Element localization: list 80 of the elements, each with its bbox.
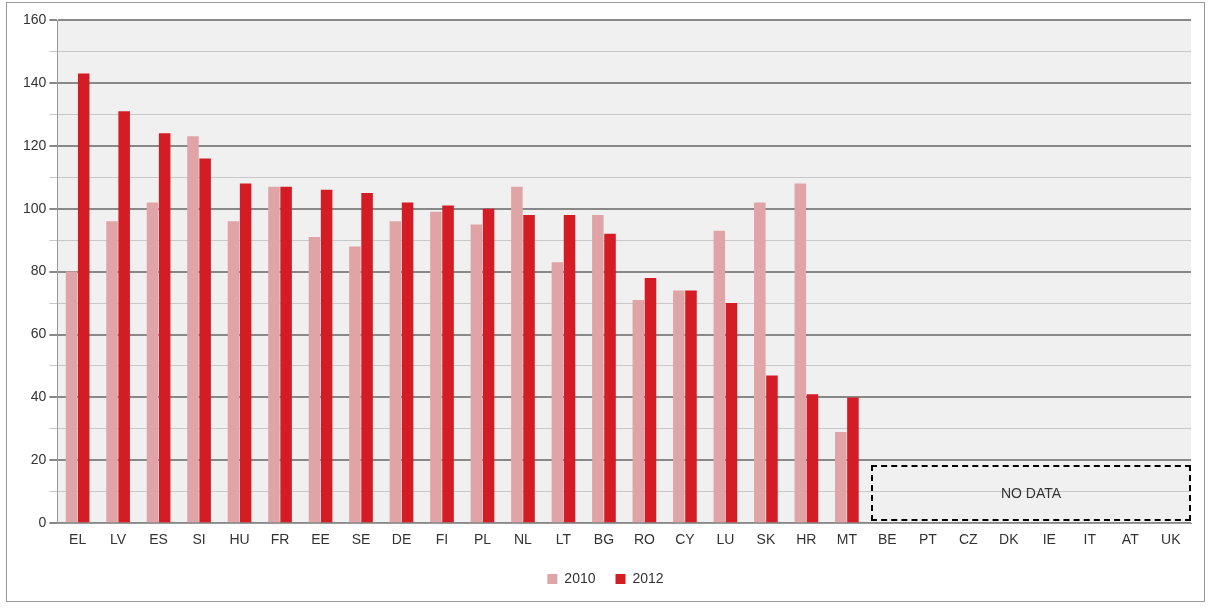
bar	[632, 299, 645, 523]
x-tick-label: PT	[918, 531, 938, 548]
bar	[106, 221, 118, 523]
bar	[349, 246, 361, 523]
x-tick-label: NL	[514, 531, 533, 548]
x-tick-label: LV	[110, 531, 127, 548]
bar	[523, 214, 535, 523]
bar	[227, 221, 240, 523]
x-tick-label: LT	[555, 531, 572, 548]
y-tick-label: 80	[30, 262, 47, 279]
bar	[835, 432, 847, 523]
x-tick-label: CZ	[958, 531, 979, 548]
y-tick-label: 20	[30, 451, 47, 468]
legend-label: 2010	[564, 569, 596, 586]
bar	[754, 202, 766, 523]
bar	[187, 136, 199, 523]
bar	[118, 111, 130, 523]
y-tick-label: 120	[23, 136, 47, 153]
x-tick-label: SE	[351, 531, 371, 548]
bar	[158, 133, 171, 523]
x-tick-label: FR	[270, 531, 290, 548]
legend-label: 2012	[632, 569, 664, 586]
y-tick-label: 100	[23, 199, 47, 216]
bar	[713, 230, 726, 523]
bar	[482, 208, 495, 523]
bar	[280, 186, 292, 523]
x-tick-label: BG	[593, 531, 615, 548]
bar	[806, 394, 819, 523]
x-tick-label: LU	[716, 531, 735, 548]
bar	[470, 224, 483, 523]
x-tick-label: IE	[1042, 531, 1056, 548]
x-tick-label: EL	[69, 531, 87, 548]
x-tick-label: PL	[473, 531, 492, 548]
x-tick-label: BE	[878, 531, 897, 548]
bar	[847, 397, 859, 523]
x-tick-label: SI	[192, 531, 206, 548]
x-tick-label: AT	[1121, 531, 1140, 548]
bar	[239, 183, 252, 523]
bar	[65, 271, 78, 523]
bar	[592, 214, 604, 523]
bar	[389, 221, 402, 523]
bar	[725, 303, 738, 523]
y-tick-label: 40	[30, 388, 47, 405]
bar	[673, 290, 685, 523]
x-tick-label: HR	[796, 531, 817, 548]
bar	[604, 233, 616, 523]
bar	[766, 375, 778, 523]
bar	[146, 202, 159, 523]
x-tick-label: UK	[1161, 531, 1182, 548]
x-tick-label: EE	[311, 531, 330, 548]
x-tick-label: MT	[836, 531, 858, 548]
bar	[77, 73, 90, 523]
x-tick-label: DK	[999, 531, 1020, 548]
annotation: NO DATA	[871, 465, 1191, 522]
x-tick-label: IT	[1083, 531, 1097, 548]
bar	[199, 158, 211, 523]
bar	[442, 205, 454, 523]
y-tick-label: 140	[23, 73, 47, 90]
y-tick-label: 0	[38, 514, 47, 531]
bar	[563, 214, 576, 523]
x-tick-label: SK	[756, 531, 776, 548]
bar	[361, 192, 373, 523]
bar	[430, 211, 442, 523]
bar	[644, 277, 657, 523]
x-tick-label: HU	[229, 531, 250, 548]
bar	[320, 189, 333, 523]
y-tick-label: 60	[30, 325, 47, 342]
bar	[401, 202, 414, 523]
x-tick-label: CY	[675, 531, 696, 548]
y-tick-label: 160	[23, 10, 47, 27]
bar	[551, 262, 564, 523]
x-tick-label: FI	[435, 531, 449, 548]
bar	[268, 186, 280, 523]
bar	[308, 237, 321, 523]
x-tick-label: RO	[633, 531, 656, 548]
bar	[685, 290, 697, 523]
bar	[511, 186, 523, 523]
x-tick-label: DE	[391, 531, 412, 548]
x-tick-label: ES	[149, 531, 168, 548]
bar	[794, 183, 807, 523]
